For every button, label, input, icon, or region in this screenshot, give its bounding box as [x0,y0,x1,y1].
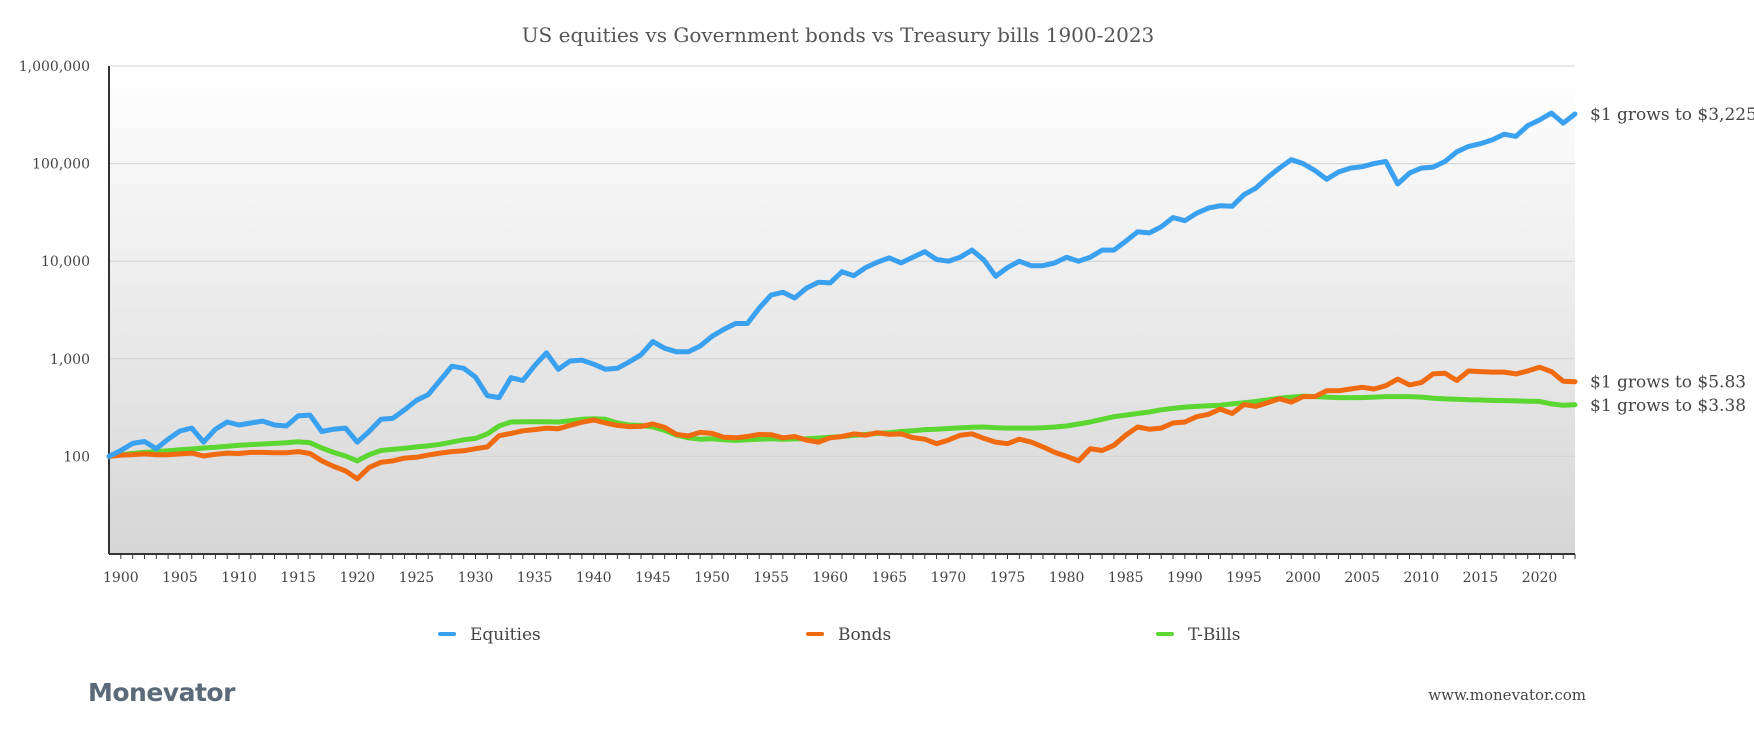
x-tick-label: 1900 [103,570,139,586]
x-tick-label: 1970 [931,570,967,586]
x-tick-label: 2005 [1344,570,1380,586]
legend-label: T-Bills [1188,625,1240,645]
legend-item-equities: Equities [438,625,541,645]
x-tick-label: 1920 [339,570,375,586]
y-tick-label: 100,000 [32,157,90,173]
x-tick-label: 1910 [221,570,257,586]
x-tick-label: 2000 [1285,570,1321,586]
x-tick-label: 1955 [753,570,789,586]
bonds-end-label: $1 grows to $5.83 [1590,373,1746,393]
x-tick-label: 1925 [399,570,435,586]
x-tick-label: 1995 [1226,570,1262,586]
x-tick-label: 1905 [162,570,198,586]
equities-end-label: $1 grows to $3,225 [1590,105,1754,125]
x-tick-label: 2020 [1522,570,1558,586]
x-tick-label: 1980 [1049,570,1085,586]
x-tick-label: 1990 [1167,570,1203,586]
x-tick-label: 1915 [280,570,316,586]
chart-title: US equities vs Government bonds vs Treas… [522,23,1155,47]
x-tick-label: 1935 [517,570,553,586]
x-tick-label: 1930 [458,570,494,586]
x-tick-label: 1960 [812,570,848,586]
x-tick-label: 1965 [871,570,907,586]
equities-line [106,110,1578,459]
x-tick-label: 2010 [1403,570,1439,586]
y-tick-label: 1,000,000 [19,59,90,75]
legend-item-bonds: Bonds [806,625,891,645]
x-tick-label: 1975 [990,570,1026,586]
series-lines [106,110,1578,482]
x-tick-label: 1950 [694,570,730,586]
x-tick-label: 1940 [576,570,612,586]
y-tick-label: 100 [63,449,90,465]
x-tick-label: 2015 [1463,570,1499,586]
y-tick-label: 1,000 [50,352,90,368]
legend-label: Bonds [838,625,891,645]
t-bills-end-label: $1 grows to $3.38 [1590,396,1746,416]
website-url: www.monevator.com [1428,686,1586,704]
x-axis: 1900 1905 1910 1915 1920 1925 1930 1935 1940 1945… [103,553,1576,586]
plot-area [109,66,1575,554]
legend: Equities Bonds T-Bills [438,625,1240,645]
bonds-line [106,364,1578,482]
legend-item-t-bills: T-Bills [1156,625,1240,645]
x-tick-label: 1985 [1108,570,1144,586]
y-axis: 1,000,000 100,000 10,000 1,000 100 [19,59,110,554]
end-labels: $1 grows to $3,225 $1 grows to $5.83 $1 gr… [1590,105,1754,416]
y-tick-label: 10,000 [41,254,90,270]
gridlines [109,65,1575,457]
x-tick-label: 1945 [635,570,671,586]
legend-label: Equities [470,625,541,645]
monevator-logo: Monevator [88,678,235,707]
